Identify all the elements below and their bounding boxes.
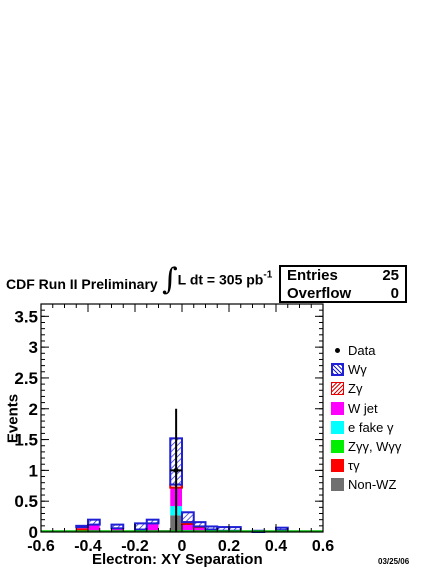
date-label: 03/25/06 — [378, 557, 410, 566]
x-tick-label: 0.4 — [265, 538, 287, 555]
legend-item: e fake γ — [330, 419, 440, 438]
legend-marker — [331, 459, 344, 473]
y-tick-label: 1 — [29, 461, 38, 480]
legend-label: Wγ — [348, 362, 367, 378]
data-points — [170, 408, 182, 532]
bar-w--12 — [181, 511, 195, 524]
bar-w-jet-13 — [193, 527, 206, 532]
entries-value: 25 — [382, 267, 399, 284]
bar-w--8 — [134, 522, 148, 531]
legend-item: Zγγ, Wγγ — [330, 438, 440, 457]
legend-item: τγ — [330, 457, 440, 476]
data-point — [173, 467, 179, 473]
y-tick-label: 0.5 — [14, 492, 38, 511]
legend-item: Zγ — [330, 380, 440, 399]
luminosity-text: L dt = 305 pb — [177, 271, 264, 288]
legend-label: Zγ — [348, 381, 363, 397]
bar-w-jet-12 — [182, 523, 194, 531]
legend-marker — [331, 439, 344, 453]
legend-label: Non-WZ — [348, 477, 397, 493]
bar-w--3 — [75, 524, 89, 529]
bar-w-jet-4 — [88, 524, 100, 532]
bar-w--20 — [275, 526, 289, 532]
y-tick-label: 2 — [29, 400, 38, 419]
bar-w--13 — [192, 521, 207, 528]
legend-marker — [331, 382, 344, 396]
x-tick-label: -0.2 — [121, 538, 149, 555]
legend-marker — [331, 401, 344, 415]
axis-ticks: -0.6 -0.4 -0.2 0 0.2 0.4 0.6 0 0.5 1 1.5 2 2.5 3 3.5 — [14, 304, 334, 555]
legend-label: τγ — [348, 458, 360, 474]
bar-w-jet-9 — [146, 523, 159, 532]
bar-w--9 — [145, 518, 160, 525]
legend-label: Zγγ, Wγγ — [348, 438, 402, 454]
overflow-value: 0 — [390, 285, 399, 302]
legend-item: Wγ — [330, 361, 440, 380]
y-axis-label: Events — [4, 393, 22, 444]
stats-overflow-row: Overflow 0 — [287, 285, 399, 303]
x-tick-label: 0.2 — [218, 538, 240, 555]
bar-w-jet-6 — [111, 528, 124, 532]
stats-entries-row: Entries 25 — [287, 267, 399, 285]
legend-label: Data — [348, 343, 376, 358]
y-tick-label: 0 — [29, 523, 38, 542]
legend: Data Wγ Zγ W jet e fake γ Zγγ, Wγγ τγ Non-WZ — [330, 342, 440, 496]
legend-item: W jet — [330, 400, 440, 419]
y-tick-label: 2.5 — [14, 369, 38, 388]
legend-marker — [331, 363, 344, 377]
x-tick-label: 0 — [178, 538, 187, 555]
y-tick-label: 1.5 — [14, 431, 38, 450]
x-tick-label: -0.4 — [74, 538, 102, 555]
stats-box: Entries 25 Overflow 0 — [279, 265, 407, 303]
bar---3 — [76, 528, 88, 532]
bar-w--6 — [110, 523, 125, 530]
legend-item: Non-WZ — [330, 476, 440, 495]
experiment-label: CDF Run II Preliminary — [6, 276, 158, 292]
legend-label: W jet — [348, 400, 378, 416]
legend-marker — [331, 420, 344, 434]
x-tick-label: 0.6 — [312, 538, 334, 555]
luminosity-label: ∫L dt = 305 pb-1 — [162, 262, 272, 297]
legend-label: e fake γ — [348, 419, 394, 435]
integral-symbol: ∫ — [162, 262, 178, 297]
bar-w--15 — [216, 526, 230, 532]
legend-marker — [331, 478, 344, 492]
bar-w--4 — [87, 518, 101, 526]
bar-w--14 — [204, 525, 219, 531]
overflow-label: Overflow — [287, 285, 352, 302]
luminosity-exponent: -1 — [263, 269, 273, 281]
x-tick-label: -0.6 — [27, 538, 55, 555]
bar-w--16 — [228, 526, 242, 532]
stacked-bars — [41, 437, 323, 534]
x-axis-label: Electron: XY Separation — [92, 551, 263, 568]
y-tick-label: 3.5 — [14, 307, 38, 326]
entries-label: Entries — [287, 267, 338, 284]
legend-item: Data — [330, 342, 440, 361]
legend-marker — [335, 348, 340, 353]
y-tick-label: 3 — [29, 338, 38, 357]
